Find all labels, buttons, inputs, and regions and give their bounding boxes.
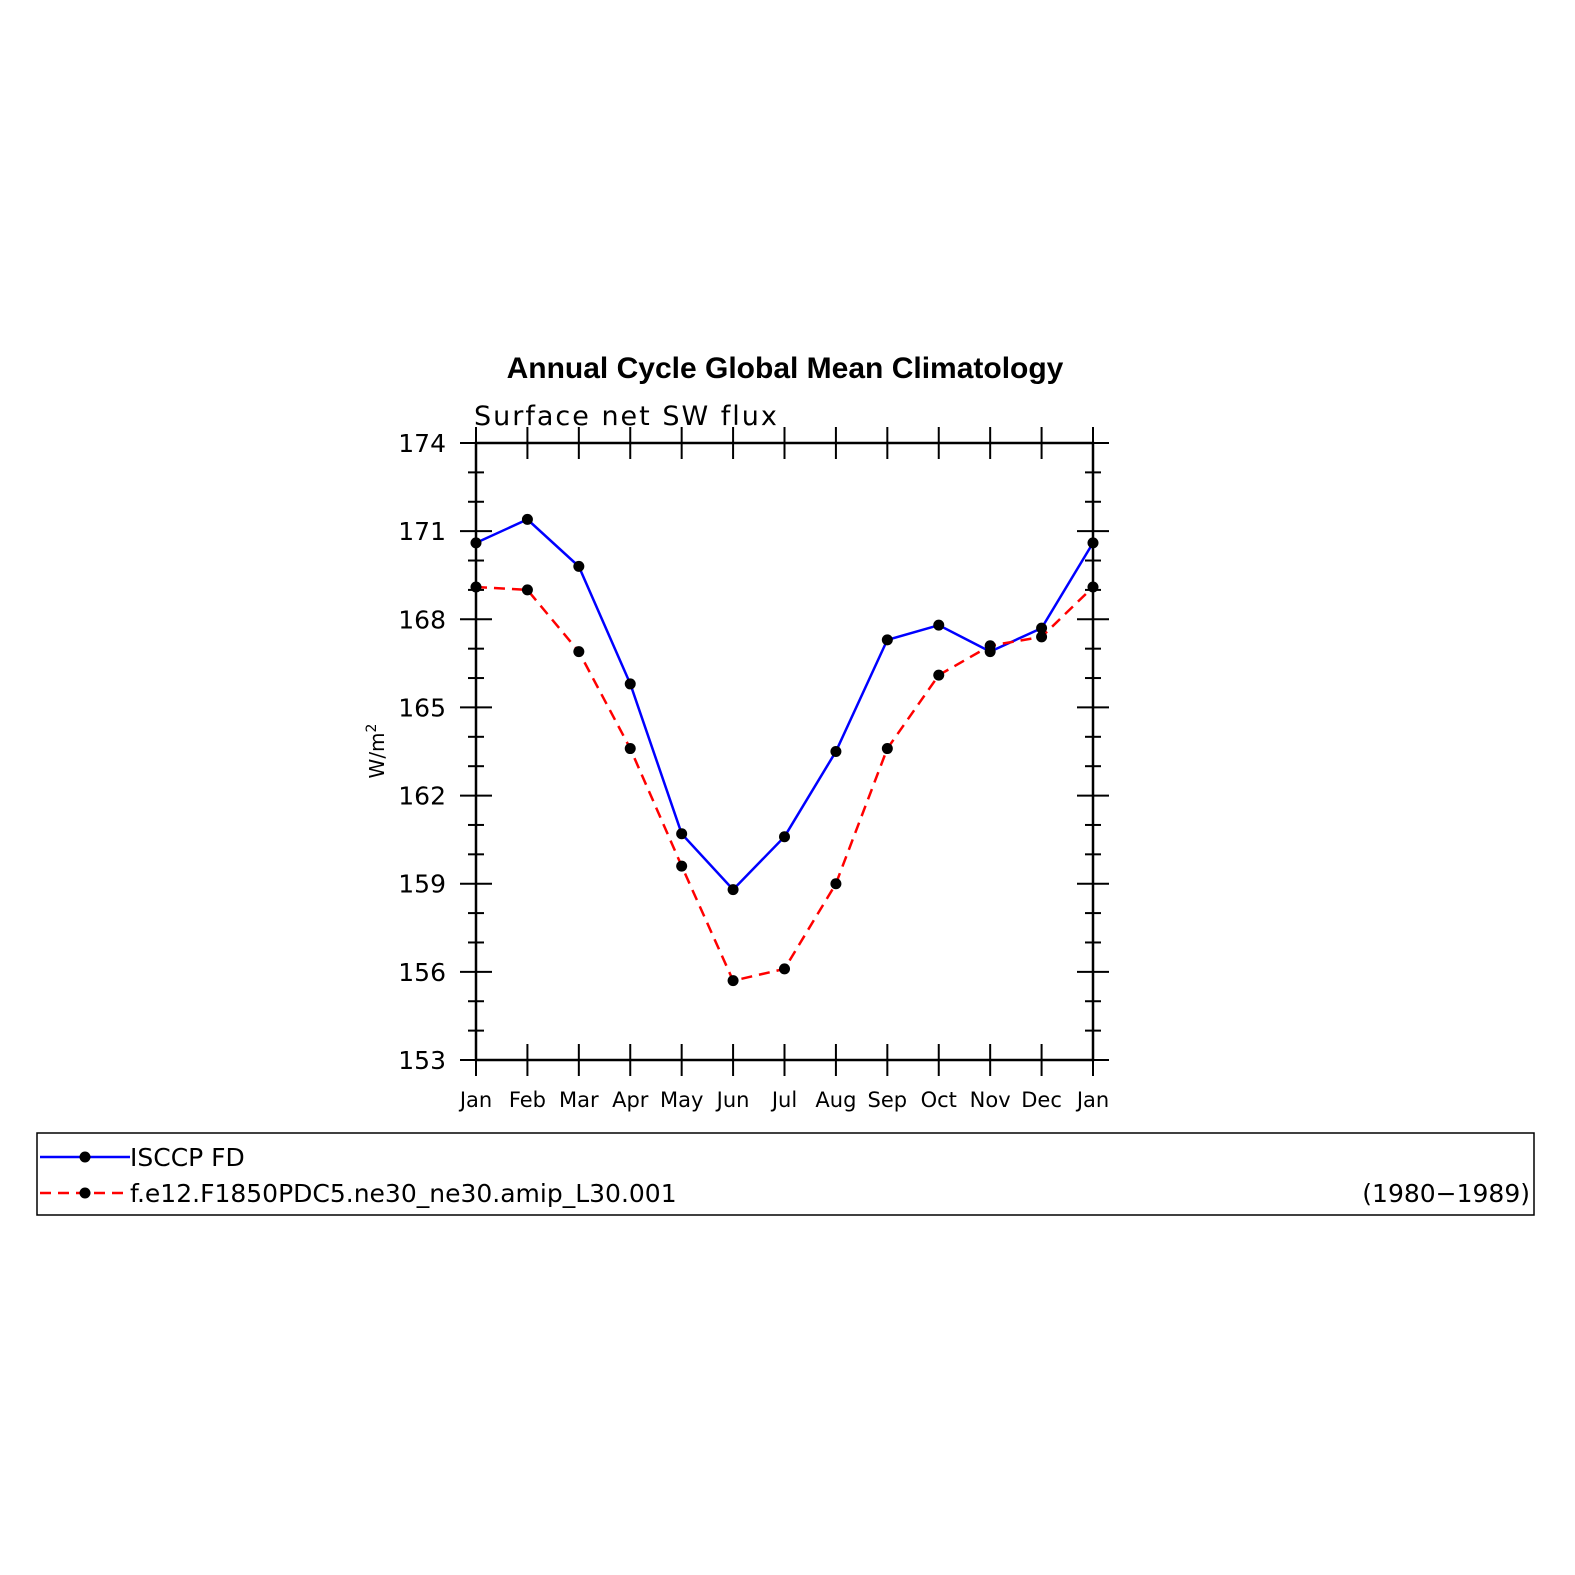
x-tick-labels: Jan Feb Mar Apr May Jun Jul Aug Sep Oct Nov Dec Jan [458,1088,1109,1112]
legend-label-model: f.e12.F1850PDC5.ne30_ne30.amip_L30.001 [130,1179,677,1208]
x-tick-label: Apr [612,1088,649,1112]
x-tick-label: Jun [715,1088,750,1112]
y-tick-label: 159 [398,870,446,899]
legend-label-isccp: ISCCP FD [130,1143,245,1172]
x-tick-label: Aug [815,1088,856,1112]
x-tick-label: Oct [921,1088,957,1112]
series-point-0 [470,537,482,549]
series-point-0 [933,619,945,631]
x-tick-label: Dec [1021,1088,1062,1112]
legend-marker-model [79,1187,91,1199]
series-point-1 [573,646,585,658]
series-point-0 [727,884,739,896]
series-point-0 [624,678,636,690]
x-tick-label: Mar [559,1088,599,1112]
legend-box [36,1132,1535,1216]
series-point-1 [984,640,996,652]
y-tick-label: 171 [398,517,446,546]
y-axis-label-text: W/m [365,732,389,778]
series-point-0 [881,634,893,646]
x-tick-label: Feb [509,1088,546,1112]
x-tick-label: Jan [1075,1088,1109,1112]
chart-title: Annual Cycle Global Mean Climatology [507,352,1064,385]
series-point-1 [1036,631,1048,643]
y-tick-label: 153 [398,1046,446,1075]
series-point-1 [830,878,842,890]
x-tick-label: Jul [770,1088,797,1112]
series-point-1 [521,584,533,596]
legend: ISCCP FD f.e12.F1850PDC5.ne30_ne30.amip_… [36,1132,1535,1216]
y-tick-label: 174 [398,429,446,458]
series-point-1 [779,963,790,975]
series-point-0 [521,513,533,525]
series-point-1 [881,743,893,755]
y-tick-label: 162 [398,782,446,811]
series-point-0 [779,831,790,843]
y-axis-label-superscript: 2 [364,724,380,733]
y-tick-label: 156 [398,958,446,987]
series-point-1 [676,860,688,872]
series-point-1 [933,669,945,681]
series-point-0 [676,828,688,840]
series-point-0 [1036,622,1048,634]
x-tick-label: Sep [868,1088,908,1112]
y-tick-label: 168 [398,605,446,634]
y-tick-label: 165 [398,693,446,722]
series-point-1 [624,743,636,755]
series-point-1 [727,975,739,987]
axes [460,427,1109,1076]
legend-annotation-years: (1980−1989) [1362,1179,1530,1208]
x-tick-label: Nov [970,1088,1011,1112]
series-point-0 [830,746,842,757]
chart-subtitle: Surface net SW flux [474,401,779,432]
legend-marker-isccp [79,1151,91,1163]
series-layer [470,513,1099,987]
y-axis-label: W/m2 [364,724,389,779]
series-point-0 [573,560,585,572]
x-tick-label: May [660,1088,703,1112]
x-tick-label: Jan [458,1088,492,1112]
series-point-1 [470,581,482,593]
series-point-0 [1087,537,1099,549]
series-point-1 [1087,581,1099,593]
y-tick-labels: 153 156 159 162 165 168 171 174 [398,429,446,1075]
